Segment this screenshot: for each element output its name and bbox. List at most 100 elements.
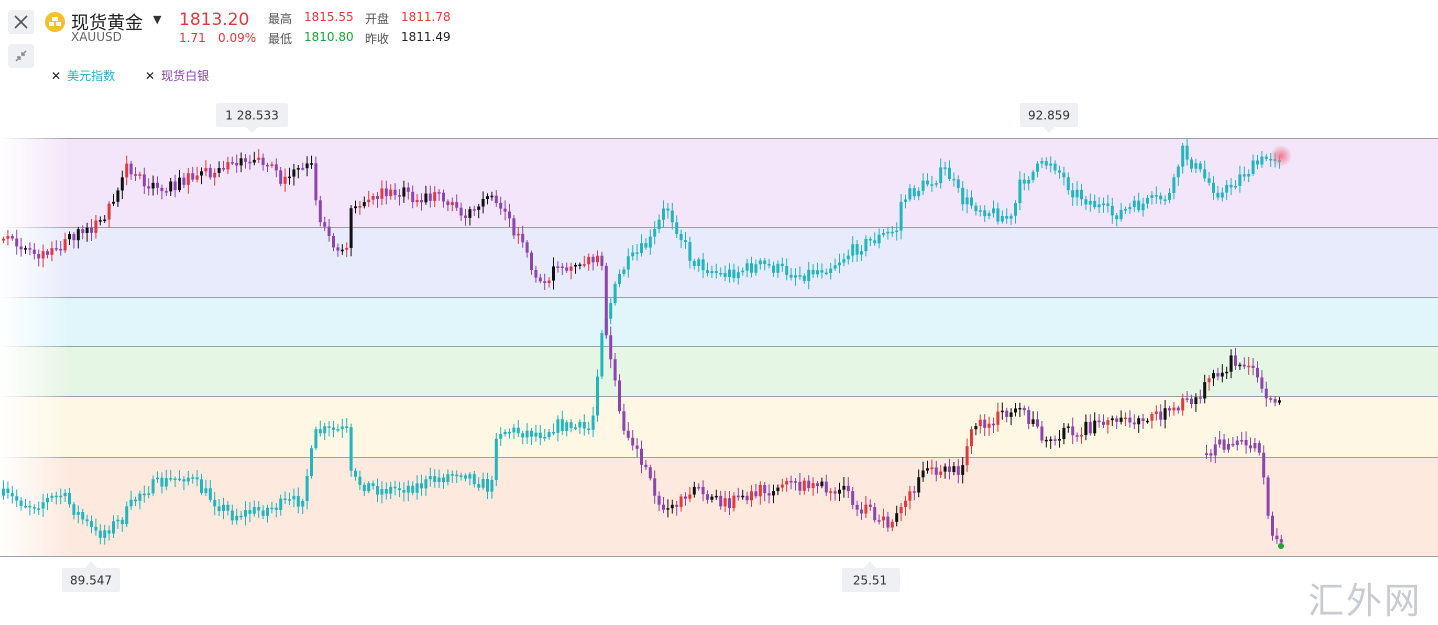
dxy-candle [1088,200,1092,205]
silver-candle [195,175,199,180]
silver-candle [565,267,569,271]
dxy-candle [63,492,67,497]
dxy-candle [411,485,415,493]
low-label: 最低 [268,32,293,46]
silver-candle [1150,414,1154,421]
dxy-candle [741,270,745,273]
dxy-candle [684,240,687,243]
dxy-candle [754,264,758,273]
dxy-candle [807,269,811,281]
dxy-candle [217,506,221,512]
dxy-candle [706,270,709,274]
dxy-candle [662,208,665,220]
dxy-candle [1181,145,1185,167]
silver-candle [494,195,498,203]
dxy-candle [270,507,274,510]
silver-candle [578,264,582,267]
dxy-candle [1102,203,1105,205]
silver-candle [600,255,604,266]
dxy-candle [714,271,718,273]
silver-candle [772,491,775,496]
silver-candle [24,248,27,250]
compress-button[interactable] [8,44,34,68]
dxy-candle [600,333,604,377]
silver-candle [956,466,960,475]
silver-candle [904,500,907,507]
silver-candle [248,161,252,164]
silver-candle [1216,373,1220,377]
dxy-candle [939,167,943,184]
dxy-candle [1234,185,1237,188]
dxy-candle [1256,160,1259,165]
dxy-candle [191,477,195,479]
dxy-candle [1053,163,1057,171]
silver-candle [714,495,718,498]
silver-candle [780,484,784,488]
silver-candle [992,423,995,426]
silver-candle [670,504,674,509]
dxy-candle [785,265,789,275]
silver-candle [846,485,850,492]
silver-candle [1027,410,1031,424]
silver-candle [961,465,965,475]
dxy-candle [719,272,723,275]
silver-candle [723,498,727,507]
silver-candle [1181,398,1185,411]
dxy-candle [230,510,234,521]
silver-candle [103,219,107,222]
silver-candle [380,188,384,199]
silver-candle [252,159,256,163]
dxy-candle [37,508,41,510]
silver-candle [32,249,36,254]
dxy-candle [450,474,454,476]
silver-candle [1231,443,1235,446]
silver-candle [279,170,283,184]
asset-name[interactable]: 现货黄金 [71,13,143,34]
remove-icon[interactable]: ✕ [145,68,156,83]
remove-icon[interactable]: ✕ [51,68,62,83]
silver-candle [239,158,243,166]
dxy-candle [934,183,938,185]
dxy-candle [442,477,445,482]
silver-candle [94,220,98,233]
silver-candle [1097,420,1101,423]
label-bottom-right: 25.51 [842,561,900,592]
silver-candle [41,251,45,259]
silver-candle [367,199,371,203]
silver-candle [59,248,63,251]
compare-chip-silver[interactable]: ✕ 现货白银 [145,67,209,84]
silver-candle [1234,355,1237,366]
silver-candle [274,164,278,171]
dxy-candle [772,265,775,273]
dxy-candle [565,422,569,432]
silver-candle [314,163,318,201]
silver-candle [974,426,978,430]
dxy-candle [1031,171,1035,180]
silver-candle [371,196,375,200]
silver-candle [1075,435,1079,437]
silver-candle [19,246,23,250]
silver-candle [1093,420,1097,434]
dxy-candle [992,208,995,214]
close-button[interactable] [8,10,34,34]
dxy-candle [525,430,529,438]
dxy-candle [1119,209,1123,220]
dxy-candle [530,430,533,437]
silver-candle [710,496,714,500]
dxy-candle [1190,159,1193,169]
silver-candle [420,200,423,203]
compare-chip-dxy[interactable]: ✕ 美元指数 [51,67,115,84]
silver-candle [648,467,652,479]
silver-candle [6,235,10,239]
silver-candle [384,188,388,197]
dxy-candle [90,521,93,527]
silver-candle [912,491,916,493]
silver-candle [50,248,54,255]
caret-down-icon[interactable]: ▼ [153,13,162,26]
dxy-candle [420,483,423,489]
svg-text:92.859: 92.859 [1028,109,1070,123]
silver-candle [1062,427,1066,439]
silver-candle [1278,400,1281,403]
dxy-candle [186,477,190,482]
